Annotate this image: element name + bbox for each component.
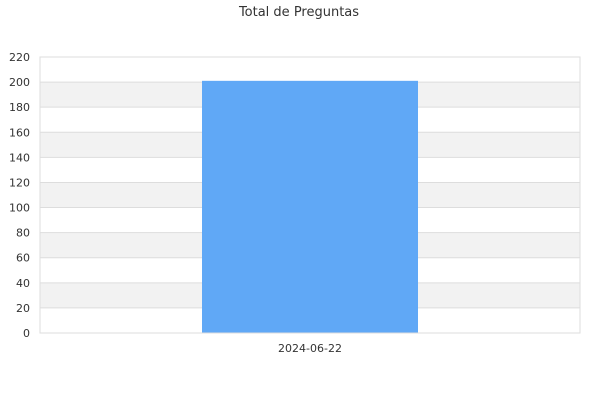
bars bbox=[202, 80, 418, 333]
y-tick-label: 0 bbox=[23, 327, 30, 340]
y-tick-label: 160 bbox=[9, 126, 30, 139]
y-tick-label: 200 bbox=[9, 76, 30, 89]
y-tick-label: 40 bbox=[16, 277, 30, 290]
y-tick-label: 140 bbox=[9, 151, 30, 164]
bar bbox=[202, 80, 418, 333]
y-tick-label: 120 bbox=[9, 176, 30, 189]
y-tick-label: 180 bbox=[9, 101, 30, 114]
plot-border bbox=[39, 56, 581, 334]
y-tick-label: 100 bbox=[9, 202, 30, 215]
x-tick-label: 2024-06-22 bbox=[278, 342, 342, 355]
y-tick-label: 60 bbox=[16, 252, 30, 265]
y-axis: 0 20 40 60 80 100 120 140 160 180 200 220 bbox=[9, 51, 30, 340]
chart-title: Total de Preguntas bbox=[238, 5, 359, 20]
y-tick-label: 220 bbox=[9, 51, 30, 64]
x-axis: 2024-06-22 bbox=[278, 342, 342, 355]
y-tick-label: 80 bbox=[16, 227, 30, 240]
y-tick-label: 20 bbox=[16, 302, 30, 315]
